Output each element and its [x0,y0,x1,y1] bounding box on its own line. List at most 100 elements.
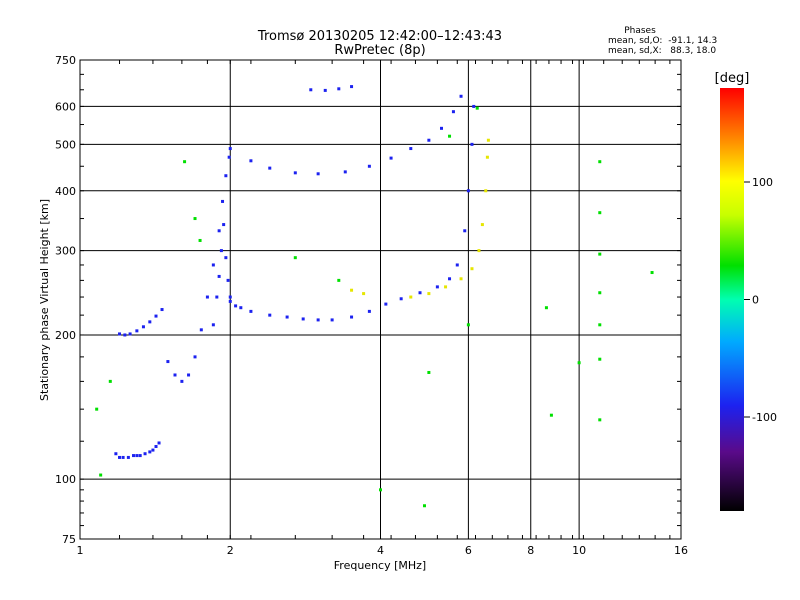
echo-point [118,455,122,459]
echo-point [222,223,226,227]
echo-point [427,370,431,374]
grid-lines [80,60,681,539]
echo-point [459,277,463,281]
echo-point [337,278,341,282]
echo-point [293,171,297,175]
trace-F1-lower [166,155,231,383]
echo-point [451,110,455,114]
echo-point [154,314,158,318]
trace-scatter [95,106,654,508]
echo-point [154,444,158,448]
echo-point [293,256,297,260]
echo-point [350,315,354,319]
echo-point [268,313,272,317]
phase-colorbar: [deg] 100 0 -100 [715,71,777,511]
echo-point [132,454,136,458]
echo-point [135,329,139,333]
echo-point [577,361,581,365]
echo-point [367,309,371,313]
echo-point [198,238,202,242]
echo-point [183,160,187,164]
echo-point [485,155,489,159]
echo-point [435,285,439,289]
echo-point [350,85,354,89]
echo-point [330,318,334,322]
echo-point [598,357,602,361]
echo-point [160,308,164,312]
trace-low-E [114,441,161,459]
colorbar-tick-label: -100 [752,411,777,424]
trace-E-upper [118,308,164,337]
echo-point [598,418,602,422]
echo-point [544,306,548,310]
echo-point [484,189,488,193]
echo-point [477,249,481,253]
x-tick-label: 8 [527,544,534,557]
phases-o-line: mean, sd,O: -91.1, 14.3 [608,36,717,46]
y-tick-label: 100 [55,473,76,486]
echo-point [598,160,602,164]
echo-point [459,94,463,98]
echo-point [148,450,152,454]
axis-ticks: 1 2 4 6 8 10 16 75 100 200 300 400 500 600 750 [55,54,688,557]
echo-point [249,159,253,163]
echo-point [141,325,145,329]
y-tick-label: 750 [55,54,76,67]
echo-point [486,138,490,142]
echo-point [199,328,203,332]
echo-point [309,88,313,92]
x-tick-label: 6 [465,544,472,557]
echo-point [301,317,305,321]
echo-point [193,355,197,359]
echo-point [211,323,215,327]
echo-point [193,217,197,221]
x-tick-label: 1 [77,544,84,557]
echo-point [389,156,393,160]
echo-point [128,332,132,336]
echo-point [173,373,177,377]
echo-point [108,379,112,383]
echo-point [399,297,403,301]
echo-point [215,295,219,299]
echo-point [239,306,243,310]
echo-point [422,504,426,508]
echo-point [151,448,155,452]
x-axis-label: Frequency [MHz] [334,559,426,572]
y-tick-label: 500 [55,138,76,151]
echo-point [367,164,371,168]
trace-F1-cusp [211,223,238,327]
echo-point [157,441,161,445]
x-tick-label: 16 [674,544,688,557]
chart-title: Tromsø 20130205 12:42:00–12:43:43 [257,29,502,44]
chart-subtitle: RwPretec (8p) [334,43,425,58]
y-tick-label: 300 [55,245,76,258]
echo-point [180,379,184,383]
y-axis-label: Stationary phase Virtual Height [km] [38,199,51,401]
echo-point [217,274,221,278]
echo-point [362,292,366,296]
echo-point [598,291,602,295]
echo-point [480,223,484,227]
echo-point [316,172,320,176]
echo-point [598,211,602,215]
echo-point [448,277,452,281]
echo-point [224,174,228,178]
echo-point [427,138,431,142]
echo-point [448,134,452,138]
echo-point [549,413,553,417]
y-tick-label: 600 [55,100,76,113]
echo-point [598,252,602,256]
echo-point [418,291,422,295]
echo-point [205,295,209,299]
echo-point [470,142,474,146]
y-tick-label: 75 [62,533,76,546]
echo-point [228,295,232,299]
echo-point [135,454,139,458]
echo-point [316,318,320,322]
echo-point [121,455,125,459]
echo-point [143,452,147,456]
echo-point [472,104,476,108]
colorbar-tick-label: 100 [752,176,773,189]
echo-point [99,473,103,477]
